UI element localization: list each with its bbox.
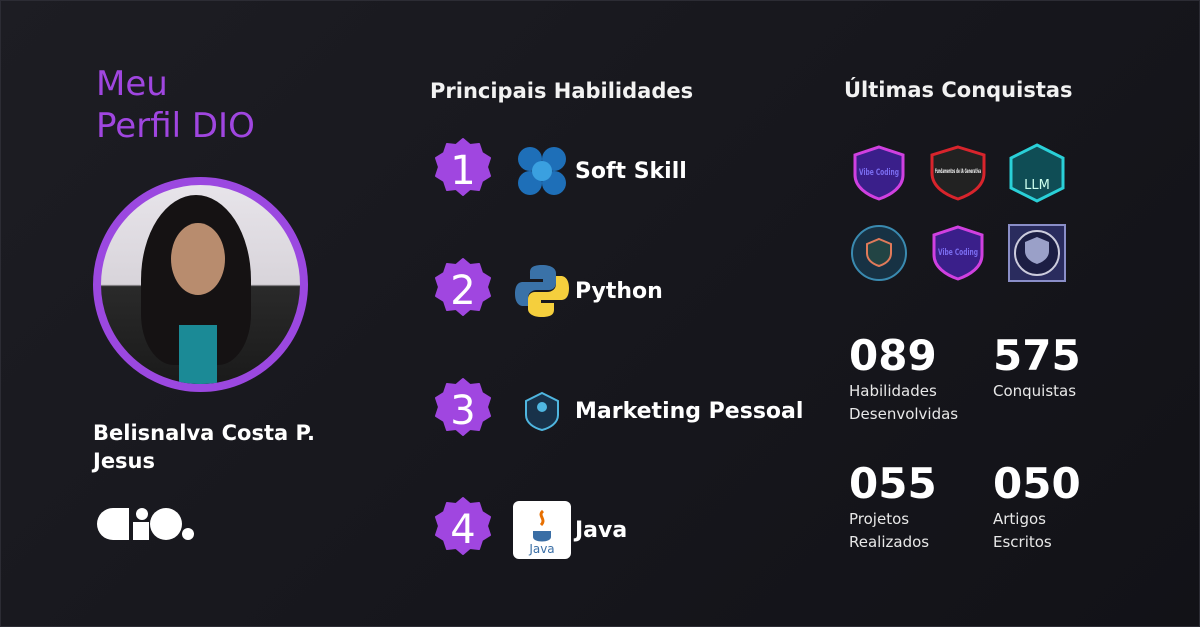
badge-text: Vibe Coding xyxy=(859,168,899,178)
page-title: Meu Perfil DIO xyxy=(96,64,255,146)
rank-badge: 1 xyxy=(429,137,497,205)
shield-emblem-badge[interactable] xyxy=(849,223,909,283)
soft-skill-icon xyxy=(513,142,571,200)
llm-badge[interactable]: LLM xyxy=(1007,143,1067,203)
stat-projects: 055 Projetos Realizados xyxy=(849,459,937,551)
achievements-grid: Vibe Coding Fundamentos de IA Generativa… xyxy=(849,143,1067,283)
vibe-coding-badge[interactable]: Vibe Coding xyxy=(928,223,988,283)
dio-logo xyxy=(96,506,196,546)
avatar xyxy=(93,177,308,392)
user-name: Belisnalva Costa P. Jesus xyxy=(93,421,316,473)
skill-item: 3 Marketing Pessoal xyxy=(429,376,803,446)
skill-item: 4 Java Java xyxy=(429,495,627,565)
marketing-icon xyxy=(513,382,571,440)
tech-shield-badge[interactable] xyxy=(1007,223,1067,283)
achievements-heading: Últimas Conquistas xyxy=(844,78,1073,102)
rank-badge: 3 xyxy=(429,377,497,445)
skills-heading: Principais Habilidades xyxy=(430,79,694,103)
rank-badge: 2 xyxy=(429,257,497,325)
fundamentos-ia-generativa-badge[interactable]: Fundamentos de IA Generativa xyxy=(928,143,988,203)
badge-text: Fundamentos de IA Generativa xyxy=(935,168,981,175)
rank-badge: 4 xyxy=(429,496,497,564)
svg-text:Java: Java xyxy=(528,542,554,556)
stat-articles: 050 Artigos Escritos xyxy=(993,459,1081,551)
stat-achievements: 575 Conquistas xyxy=(993,331,1081,400)
stat-skills: 089 Habilidades Desenvolvidas xyxy=(849,331,959,423)
python-icon xyxy=(513,262,571,320)
badge-text: LLM xyxy=(1024,178,1050,193)
java-icon: Java xyxy=(513,501,571,559)
skill-item: 1 Soft Skill xyxy=(429,136,687,206)
badge-text: Vibe Coding xyxy=(938,248,978,258)
skill-item: 2 Python xyxy=(429,256,663,326)
vibe-coding-badge[interactable]: Vibe Coding xyxy=(849,143,909,203)
